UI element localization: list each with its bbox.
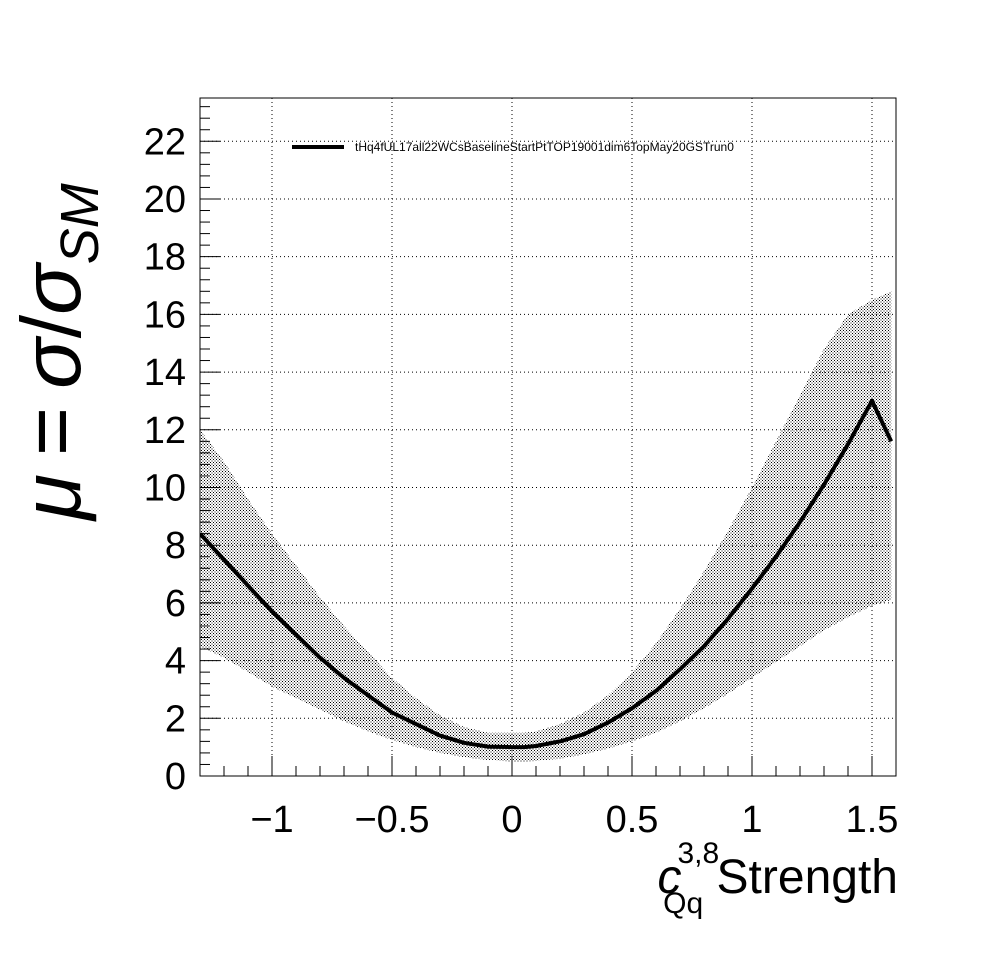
x-tick-label: −0.5 [354,799,429,841]
series-line [200,398,894,750]
y-axis-label: μ=σ/σSM [4,183,110,522]
legend: tHq4fUL17all22WCsBaselineStartPtTOP19001… [292,140,734,154]
legend-entry: tHq4fUL17all22WCsBaselineStartPtTOP19001… [355,140,734,154]
y-tick-label: 8 [165,525,186,567]
uncertainty-band [200,291,892,762]
x-tick-label: 1 [741,799,762,841]
y-tick-label: 10 [144,467,186,509]
x-tick-label: 1.5 [846,799,899,841]
plot-frame [199,97,897,777]
y-tick-label: 12 [144,410,186,452]
y-tick-label: 6 [165,583,186,625]
y-tick-label: 16 [144,294,186,336]
y-tick-label: 22 [144,121,186,163]
tick-labels: −1 −0.5 0 0.5 1 1.5 0 2 4 6 8 10 12 14 16 18 20 22 [144,121,899,841]
y-tick-label: 14 [144,352,186,394]
y-tick-label: 18 [144,237,186,279]
y-tick-label: 2 [165,698,186,740]
y-tick-label: 20 [144,179,186,221]
x-tick-label: 0.5 [606,799,659,841]
y-tick-label: 4 [165,641,186,683]
axis-ticks [199,106,897,777]
y-tick-label: 0 [165,756,186,798]
uncertainty-band-layer [200,291,892,762]
x-tick-label: 0 [501,799,522,841]
x-tick-label: −1 [250,799,293,841]
x-axis-label: c3,8 Qq Strength [657,837,898,920]
series-line-layer [200,398,894,750]
